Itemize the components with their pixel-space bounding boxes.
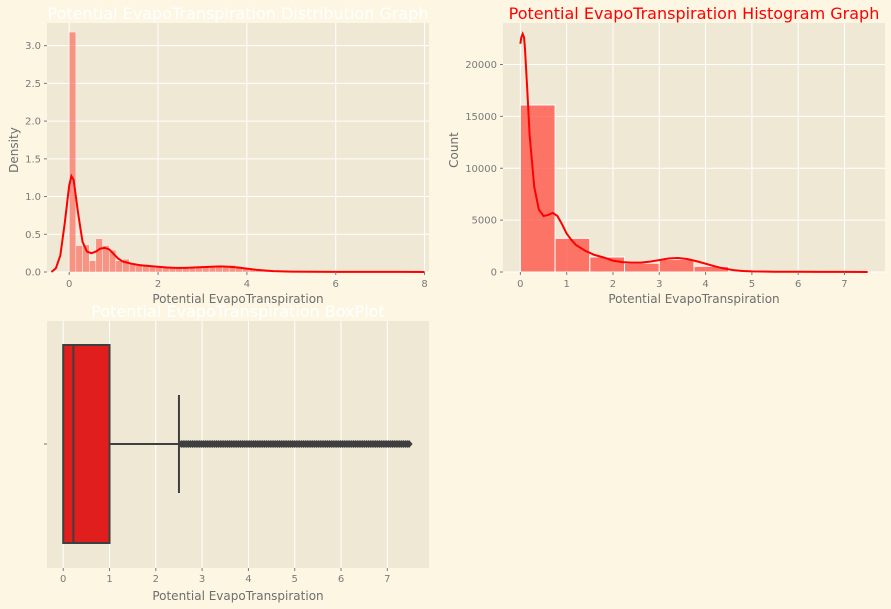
- histogram-title: Potential EvapoTranspiration Histogram G…: [509, 4, 880, 23]
- y-tick-label: 0: [491, 268, 497, 279]
- x-tick-label: 6: [333, 279, 339, 290]
- x-tick-label: 0: [517, 279, 523, 290]
- y-tick-label: 2.5: [25, 79, 41, 90]
- boxplot-elements: [62, 344, 413, 544]
- y-tick-label: 2.0: [25, 117, 41, 128]
- x-tick-label: 3: [656, 279, 662, 290]
- histogram-bar: [115, 260, 123, 273]
- x-tick-label: 4: [244, 279, 250, 290]
- y-tick-label: 1.0: [25, 192, 41, 203]
- box-outlier: [405, 440, 413, 448]
- histogram-plot-area: [503, 23, 885, 272]
- boxplot-x-axis-label: Potential EvapoTranspiration: [152, 589, 323, 603]
- x-tick-label: 2: [153, 574, 159, 585]
- x-tick-label: 3: [199, 574, 205, 585]
- boxplot-chart: 0 1 2 3 4 5 6 7 Potential EvapoTranspiration Bo…: [44, 302, 429, 603]
- x-tick-label: 6: [338, 574, 344, 585]
- x-tick-label: 5: [292, 574, 298, 585]
- histogram-bar: [624, 262, 660, 273]
- x-tick-label: 2: [610, 279, 616, 290]
- x-tick-label: 6: [795, 279, 801, 290]
- histogram-bar: [519, 104, 556, 273]
- histogram-kde-line: [519, 31, 868, 273]
- x-tick-label: 0: [60, 574, 66, 585]
- box-iqr: [62, 344, 111, 544]
- x-tick-label: 8: [421, 279, 427, 290]
- boxplot-x-ticks: 0 1 2 3 4 5 6 7: [60, 568, 391, 585]
- distribution-x-ticks: 0 2 4 6 8: [66, 272, 428, 290]
- y-tick-label: 20000: [465, 60, 497, 71]
- boxplot-title: Potential EvapoTranspiration BoxPlot: [91, 302, 384, 321]
- distribution-y-ticks: 0.0 0.5 1.0 1.5 2.0 2.5 3.0: [25, 41, 47, 279]
- x-tick-label: 1: [106, 574, 112, 585]
- distribution-kde-line: [50, 173, 425, 273]
- x-tick-label: 4: [245, 574, 251, 585]
- distribution-plot-area: [47, 23, 429, 272]
- histogram-y-ticks: 0 5000 10000 15000 20000: [465, 60, 503, 279]
- histogram-bar: [554, 237, 591, 273]
- x-tick-label: 0: [66, 279, 72, 290]
- distribution-bars: [69, 31, 423, 273]
- x-tick-label: 1: [563, 279, 569, 290]
- y-tick-label: 1.5: [25, 154, 41, 165]
- histogram-x-ticks: 0 1 2 3 4 5 6 7: [517, 272, 848, 290]
- y-tick-label: 0.0: [25, 268, 41, 279]
- y-tick-label: 0.5: [25, 230, 41, 241]
- histogram-bar: [95, 238, 103, 273]
- y-tick-label: 3.0: [25, 41, 41, 52]
- y-tick-label: 5000: [472, 216, 497, 227]
- distribution-grid: [47, 23, 429, 273]
- histogram-bar: [69, 31, 77, 273]
- distribution-chart: 0 2 4 6 8 0.0 0.5 1.0 1.5 2.0 2.5 3.0 Potential Ev…: [7, 4, 429, 306]
- x-tick-label: 5: [749, 279, 755, 290]
- histogram-bar: [658, 259, 695, 273]
- histogram-y-axis-label: Count: [447, 132, 461, 168]
- x-tick-label: 7: [384, 574, 390, 585]
- histogram-chart: 0 1 2 3 4 5 6 7 0 5000 10000 15000 20000 Potential …: [447, 4, 885, 306]
- x-tick-label: 2: [155, 279, 161, 290]
- distribution-y-axis-label: Density: [7, 127, 21, 173]
- y-tick-label: 15000: [465, 112, 497, 123]
- x-tick-label: 4: [702, 279, 708, 290]
- distribution-x-axis-label: Potential EvapoTranspiration: [152, 292, 323, 306]
- y-tick-label: 10000: [465, 164, 497, 175]
- x-tick-label: 7: [841, 279, 847, 290]
- distribution-title: Potential EvapoTranspiration Distributio…: [47, 4, 428, 23]
- histogram-bar: [75, 245, 83, 273]
- histogram-bar: [82, 244, 90, 273]
- histogram-x-axis-label: Potential EvapoTranspiration: [608, 292, 779, 306]
- histogram-bar: [88, 260, 97, 273]
